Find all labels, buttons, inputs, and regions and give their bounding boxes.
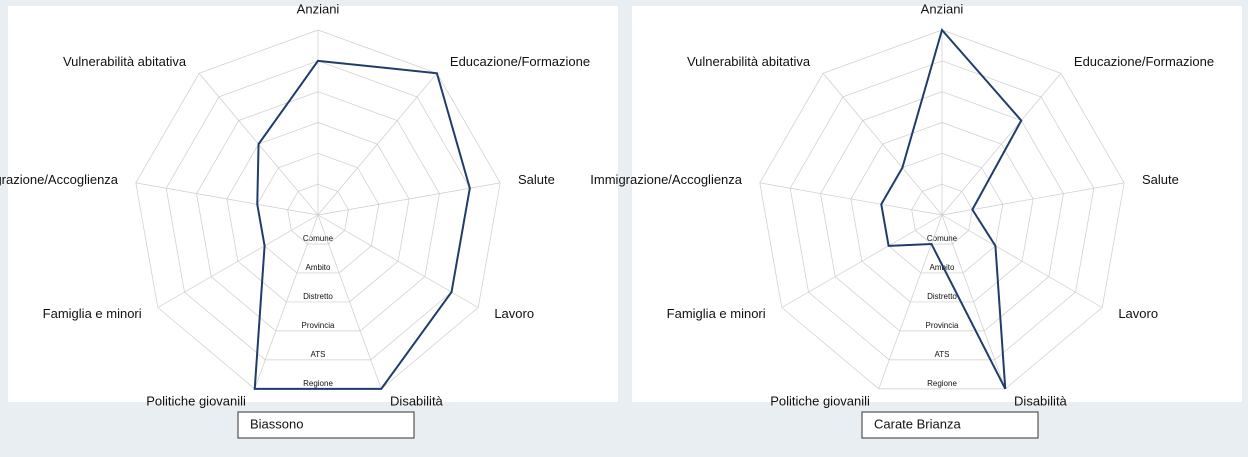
axis-label: Disabilità xyxy=(1014,393,1068,408)
level-label: ATS xyxy=(935,350,950,359)
axis-spoke xyxy=(759,182,943,216)
level-label: Comune xyxy=(927,234,958,243)
level-label: Distretto xyxy=(927,292,957,301)
axis-label: Disabilità xyxy=(390,393,444,408)
grid-ring xyxy=(911,183,973,245)
level-label: ATS xyxy=(311,350,326,359)
grid-ring xyxy=(256,152,380,274)
level-label: Comune xyxy=(303,234,334,243)
axis-spoke xyxy=(157,214,319,308)
level-label: Regione xyxy=(303,379,333,388)
axis-spoke xyxy=(317,214,382,389)
axis-spoke xyxy=(254,214,319,389)
legend-label: Biassono xyxy=(250,416,303,431)
axis-label: Anziani xyxy=(921,1,964,16)
axis-spoke xyxy=(941,73,1062,216)
axis-spoke xyxy=(941,214,1103,308)
level-label: Provincia xyxy=(302,321,335,330)
axis-spoke xyxy=(822,73,943,216)
grid-ring xyxy=(820,91,1064,332)
grid-ring xyxy=(196,91,440,332)
plot-area xyxy=(632,6,1242,402)
axis-label: Anziani xyxy=(297,1,340,16)
axis-label: Educazione/Formazione xyxy=(1074,54,1214,69)
legend-box xyxy=(237,411,415,439)
axis-label: Educazione/Formazione xyxy=(450,54,590,69)
axis-label: Salute xyxy=(1142,172,1179,187)
axis-label: Politiche giovanili xyxy=(146,393,246,408)
axis-label: Politiche giovanili xyxy=(770,393,870,408)
series-line xyxy=(880,27,1023,390)
axis-spoke xyxy=(941,214,1006,389)
plot-area xyxy=(8,6,618,402)
series-line xyxy=(253,59,471,390)
axis-spoke xyxy=(135,182,319,216)
axis-label: Famiglia e minori xyxy=(43,306,142,321)
axis-spoke xyxy=(781,214,943,308)
axis-label: Famiglia e minori xyxy=(667,306,766,321)
level-label: Provincia xyxy=(926,321,959,330)
axis-label: Lavoro xyxy=(1118,306,1158,321)
grid-ring xyxy=(789,60,1095,361)
axis-label: Immigrazione/Accoglienza xyxy=(590,172,743,187)
level-label: Distretto xyxy=(303,292,333,301)
grid-ring xyxy=(850,122,1034,303)
legend-box xyxy=(861,411,1039,439)
axis-label: Salute xyxy=(518,172,555,187)
grid-ring xyxy=(759,29,1125,390)
grid-ring xyxy=(226,122,410,303)
level-label: Ambito xyxy=(306,263,331,272)
grid-ring xyxy=(287,183,349,245)
axis-label: Immigrazione/Accoglienza xyxy=(0,172,119,187)
grid-ring xyxy=(165,60,471,361)
axis-spoke xyxy=(317,73,438,216)
legend-label: Carate Brianza xyxy=(874,416,961,431)
axis-label: Lavoro xyxy=(494,306,534,321)
axis-label: Vulnerabilità abitativa xyxy=(63,54,187,69)
axis-label: Vulnerabilità abitativa xyxy=(687,54,811,69)
level-label: Regione xyxy=(927,379,957,388)
